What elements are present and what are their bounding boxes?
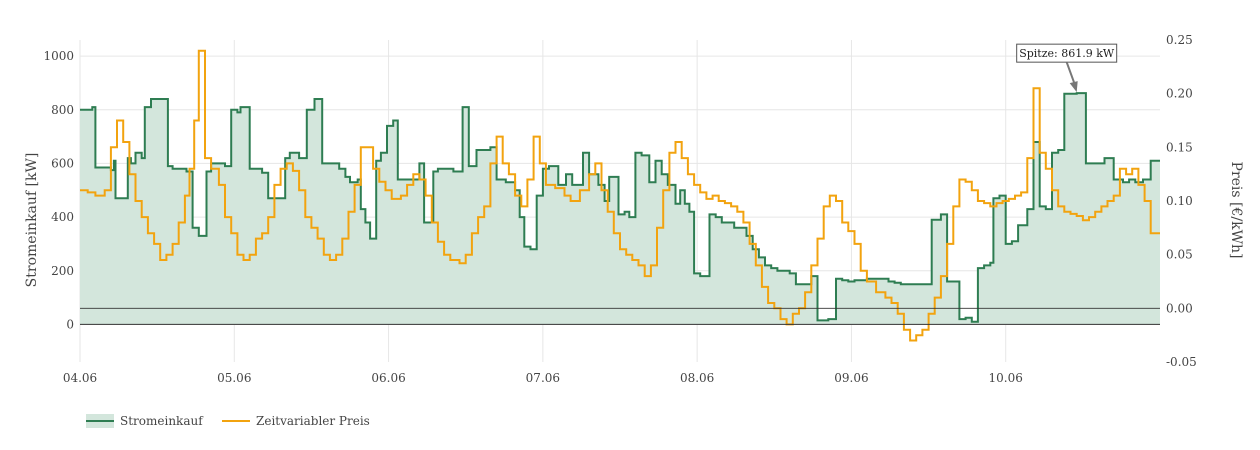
series-line-preis [80, 49, 1160, 342]
y-axis-left-title: Stromeinkauf [kW] [24, 153, 40, 288]
y-right-tick-label: 0.00 [1166, 301, 1193, 315]
y-right-tick-label: 0.25 [1166, 33, 1193, 47]
y-right-tick-label: 0.15 [1166, 140, 1193, 154]
x-tick-label: 05.06 [217, 371, 251, 385]
x-tick-label: 04.06 [63, 371, 97, 385]
y-right-tick-label: 0.05 [1166, 248, 1193, 262]
axes-layer: 04.06 05.06 06.06 07.06 08.06 09.06 10.06 0 200 4… [43, 33, 1196, 385]
annotation-layer: Spitze: 861.9 kW [1016, 43, 1118, 93]
x-tick-label: 06.06 [371, 371, 405, 385]
x-tick-label: 09.06 [834, 371, 868, 385]
y-left-tick-label: 800 [51, 103, 74, 117]
x-tick-label: 10.06 [989, 371, 1023, 385]
legend-label-stromeinkauf: Stromeinkauf [120, 414, 204, 428]
y-right-tick-label: 0.10 [1166, 194, 1193, 208]
annotation-peak-label: Spitze: 861.9 kW [1019, 47, 1115, 60]
series-layer [80, 49, 1160, 342]
y-left-tick-label: 1000 [43, 49, 74, 63]
x-tick-label: 08.06 [680, 371, 714, 385]
annotation-arrow [1065, 61, 1076, 85]
y-left-tick-label: 600 [51, 156, 74, 170]
legend-item-stromeinkauf[interactable]: Stromeinkauf [86, 414, 204, 428]
y-right-tick-label: 0.20 [1166, 87, 1193, 101]
annotation-arrowhead [1069, 81, 1078, 93]
series-area-stromeinkauf [80, 93, 1160, 325]
series-line-stromeinkauf [80, 92, 1160, 323]
legend-item-preis[interactable]: Zeitvariabler Preis [222, 414, 370, 428]
y-axis-right-title: Preis [€/kWh] [1228, 162, 1244, 259]
x-tick-label: 07.06 [526, 371, 560, 385]
y-left-tick-label: 400 [51, 210, 74, 224]
legend: Stromeinkauf Zeitvariabler Preis [86, 414, 370, 428]
legend-label-preis: Zeitvariabler Preis [256, 414, 370, 428]
y-left-tick-label: 0 [66, 317, 74, 331]
y-left-tick-label: 200 [51, 264, 74, 278]
y-right-tick-label: -0.05 [1166, 355, 1197, 369]
